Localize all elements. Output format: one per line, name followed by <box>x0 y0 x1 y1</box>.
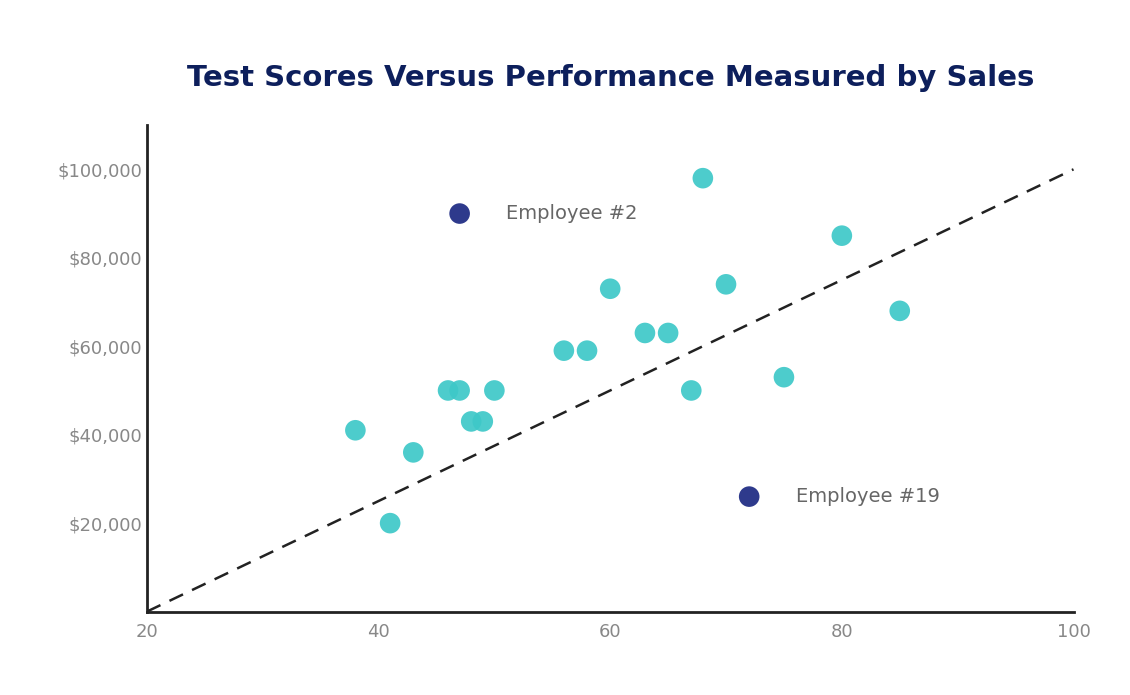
Point <box>451 385 469 396</box>
Text: Employee #19: Employee #19 <box>796 487 939 506</box>
Point <box>473 416 492 427</box>
Point <box>740 491 758 502</box>
Point <box>579 345 597 357</box>
Point <box>718 279 736 290</box>
Point <box>462 416 480 427</box>
Point <box>694 172 712 183</box>
Point <box>440 385 458 396</box>
Point <box>683 385 701 396</box>
Point <box>601 283 619 294</box>
Point <box>405 447 423 458</box>
Title: Test Scores Versus Performance Measured by Sales: Test Scores Versus Performance Measured … <box>186 64 1034 92</box>
Point <box>555 345 573 357</box>
Point <box>775 372 793 383</box>
Point <box>890 305 909 316</box>
Point <box>636 327 654 338</box>
Text: Employee #2: Employee #2 <box>506 204 637 223</box>
Point <box>381 518 399 529</box>
Point <box>833 230 851 241</box>
Point <box>347 425 365 436</box>
Point <box>659 327 677 338</box>
Point <box>486 385 504 396</box>
Point <box>451 208 469 219</box>
